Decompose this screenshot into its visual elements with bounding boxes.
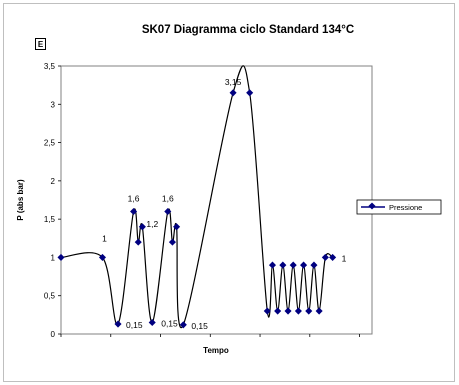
- chart-frame: [3, 3, 455, 382]
- data-label: 3,15: [225, 77, 242, 87]
- data-label: 0,15: [161, 319, 178, 329]
- data-point: [279, 261, 287, 269]
- y-tick-label: 3,5: [44, 62, 56, 71]
- data-point: [114, 320, 122, 328]
- data-point: [57, 253, 65, 261]
- chart-title: SK07 Diagramma ciclo Standard 134°C: [142, 24, 354, 36]
- x-axis: [60, 334, 360, 337]
- data-label: 1,2: [146, 219, 158, 229]
- y-axis: 0 0,5 1 1,5 2 2,5 3 3,5: [44, 62, 61, 339]
- data-point: [164, 207, 172, 216]
- data-point: [321, 253, 329, 261]
- y-tick-label: 1: [51, 253, 56, 262]
- data-label: 0,15: [191, 321, 208, 331]
- data-point: [300, 261, 308, 269]
- y-axis-label: P (abs bar): [16, 179, 25, 221]
- data-point: [329, 253, 337, 261]
- data-point: [168, 238, 176, 246]
- y-tick-label: 0: [51, 330, 56, 339]
- data-label: 1,6: [128, 193, 140, 203]
- data-point: [229, 89, 237, 97]
- data-labels: 1 1,6 1,2 0,15 1,6 0,15 3,15 1 0,15: [102, 77, 347, 331]
- y-tick-label: 2,5: [44, 139, 56, 148]
- legend: Pressione: [356, 199, 442, 215]
- data-point: [138, 223, 146, 231]
- data-point: [134, 238, 142, 246]
- data-label: 1: [342, 253, 347, 263]
- data-point: [310, 261, 318, 269]
- data-point: [179, 321, 187, 329]
- data-point: [289, 261, 297, 269]
- data-point: [246, 89, 254, 97]
- legend-marker: [368, 202, 376, 210]
- legend-label: Pressione: [389, 203, 422, 212]
- data-label: 0,15: [126, 320, 143, 330]
- y-tick-label: 0,5: [44, 292, 56, 301]
- data-label: 1: [102, 233, 107, 243]
- data-point: [130, 207, 138, 216]
- y-tick-label: 1,5: [44, 215, 56, 224]
- data-point: [148, 318, 156, 327]
- marker-box: E: [35, 38, 46, 50]
- y-tick-label: 2: [51, 177, 56, 186]
- data-point: [315, 307, 323, 315]
- series-line-pressione: [60, 65, 333, 329]
- data-point: [274, 307, 282, 315]
- data-point: [294, 307, 302, 315]
- data-label: 1,6: [162, 193, 174, 203]
- data-point: [173, 223, 181, 231]
- series-layer: [57, 65, 337, 329]
- data-point: [263, 307, 271, 315]
- x-axis-label: Tempo: [203, 346, 229, 355]
- plot-area: [60, 65, 373, 335]
- data-point: [268, 261, 277, 269]
- legend-box: [356, 199, 442, 215]
- data-point: [305, 307, 313, 315]
- y-tick-label: 3: [51, 100, 56, 109]
- data-point: [284, 307, 292, 315]
